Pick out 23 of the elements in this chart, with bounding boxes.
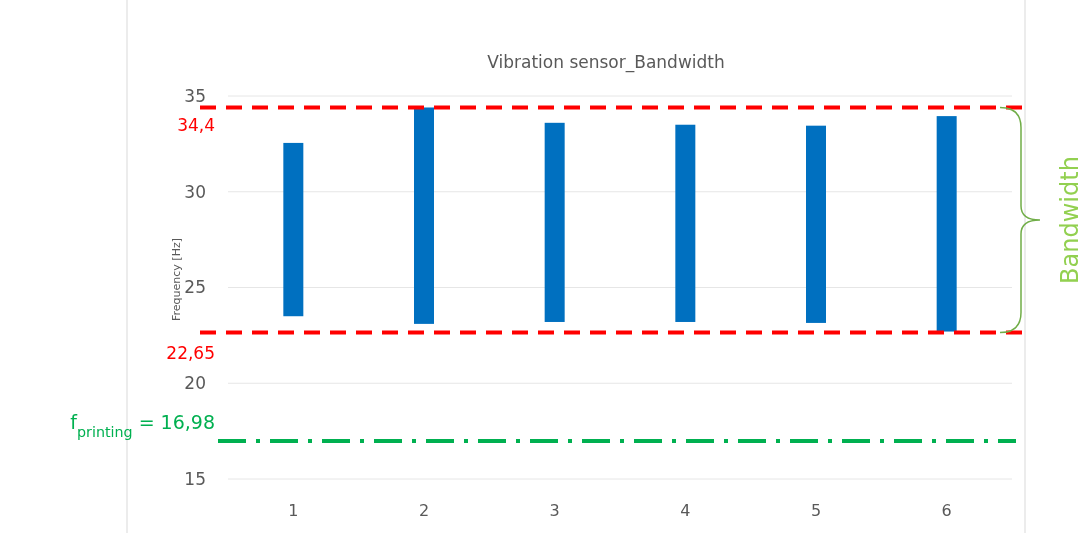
text: Bandwidth: [1056, 156, 1084, 284]
x-tick-label: 3: [549, 501, 560, 521]
ref-line-label: 34,4: [177, 115, 215, 136]
bar: [283, 142, 304, 317]
bar: [544, 122, 565, 322]
y-axis-title: Frequency [Hz]: [170, 238, 183, 321]
y-tick-label: 15: [184, 468, 206, 489]
x-tick-label: 4: [680, 501, 691, 521]
x-tick-label: 1: [288, 501, 299, 521]
x-tick-label: 5: [810, 501, 822, 521]
bar: [675, 124, 696, 322]
ref-line-label: f$_{printing}$ = 16,98: [70, 411, 215, 441]
chart-title: Vibration sensor_Bandwidth: [487, 52, 725, 73]
y-tick-label: 25: [184, 277, 206, 298]
y-tick-label: 20: [184, 373, 206, 394]
bar: [936, 116, 957, 332]
x-tick-label: 2: [418, 501, 430, 521]
bar: [414, 107, 434, 324]
y-tick-label: 30: [184, 181, 206, 202]
x-tick-label: 6: [941, 501, 952, 521]
y-tick-label: 35: [184, 85, 206, 106]
bar: [806, 125, 826, 323]
ref-line-label: 22,65: [166, 342, 215, 363]
